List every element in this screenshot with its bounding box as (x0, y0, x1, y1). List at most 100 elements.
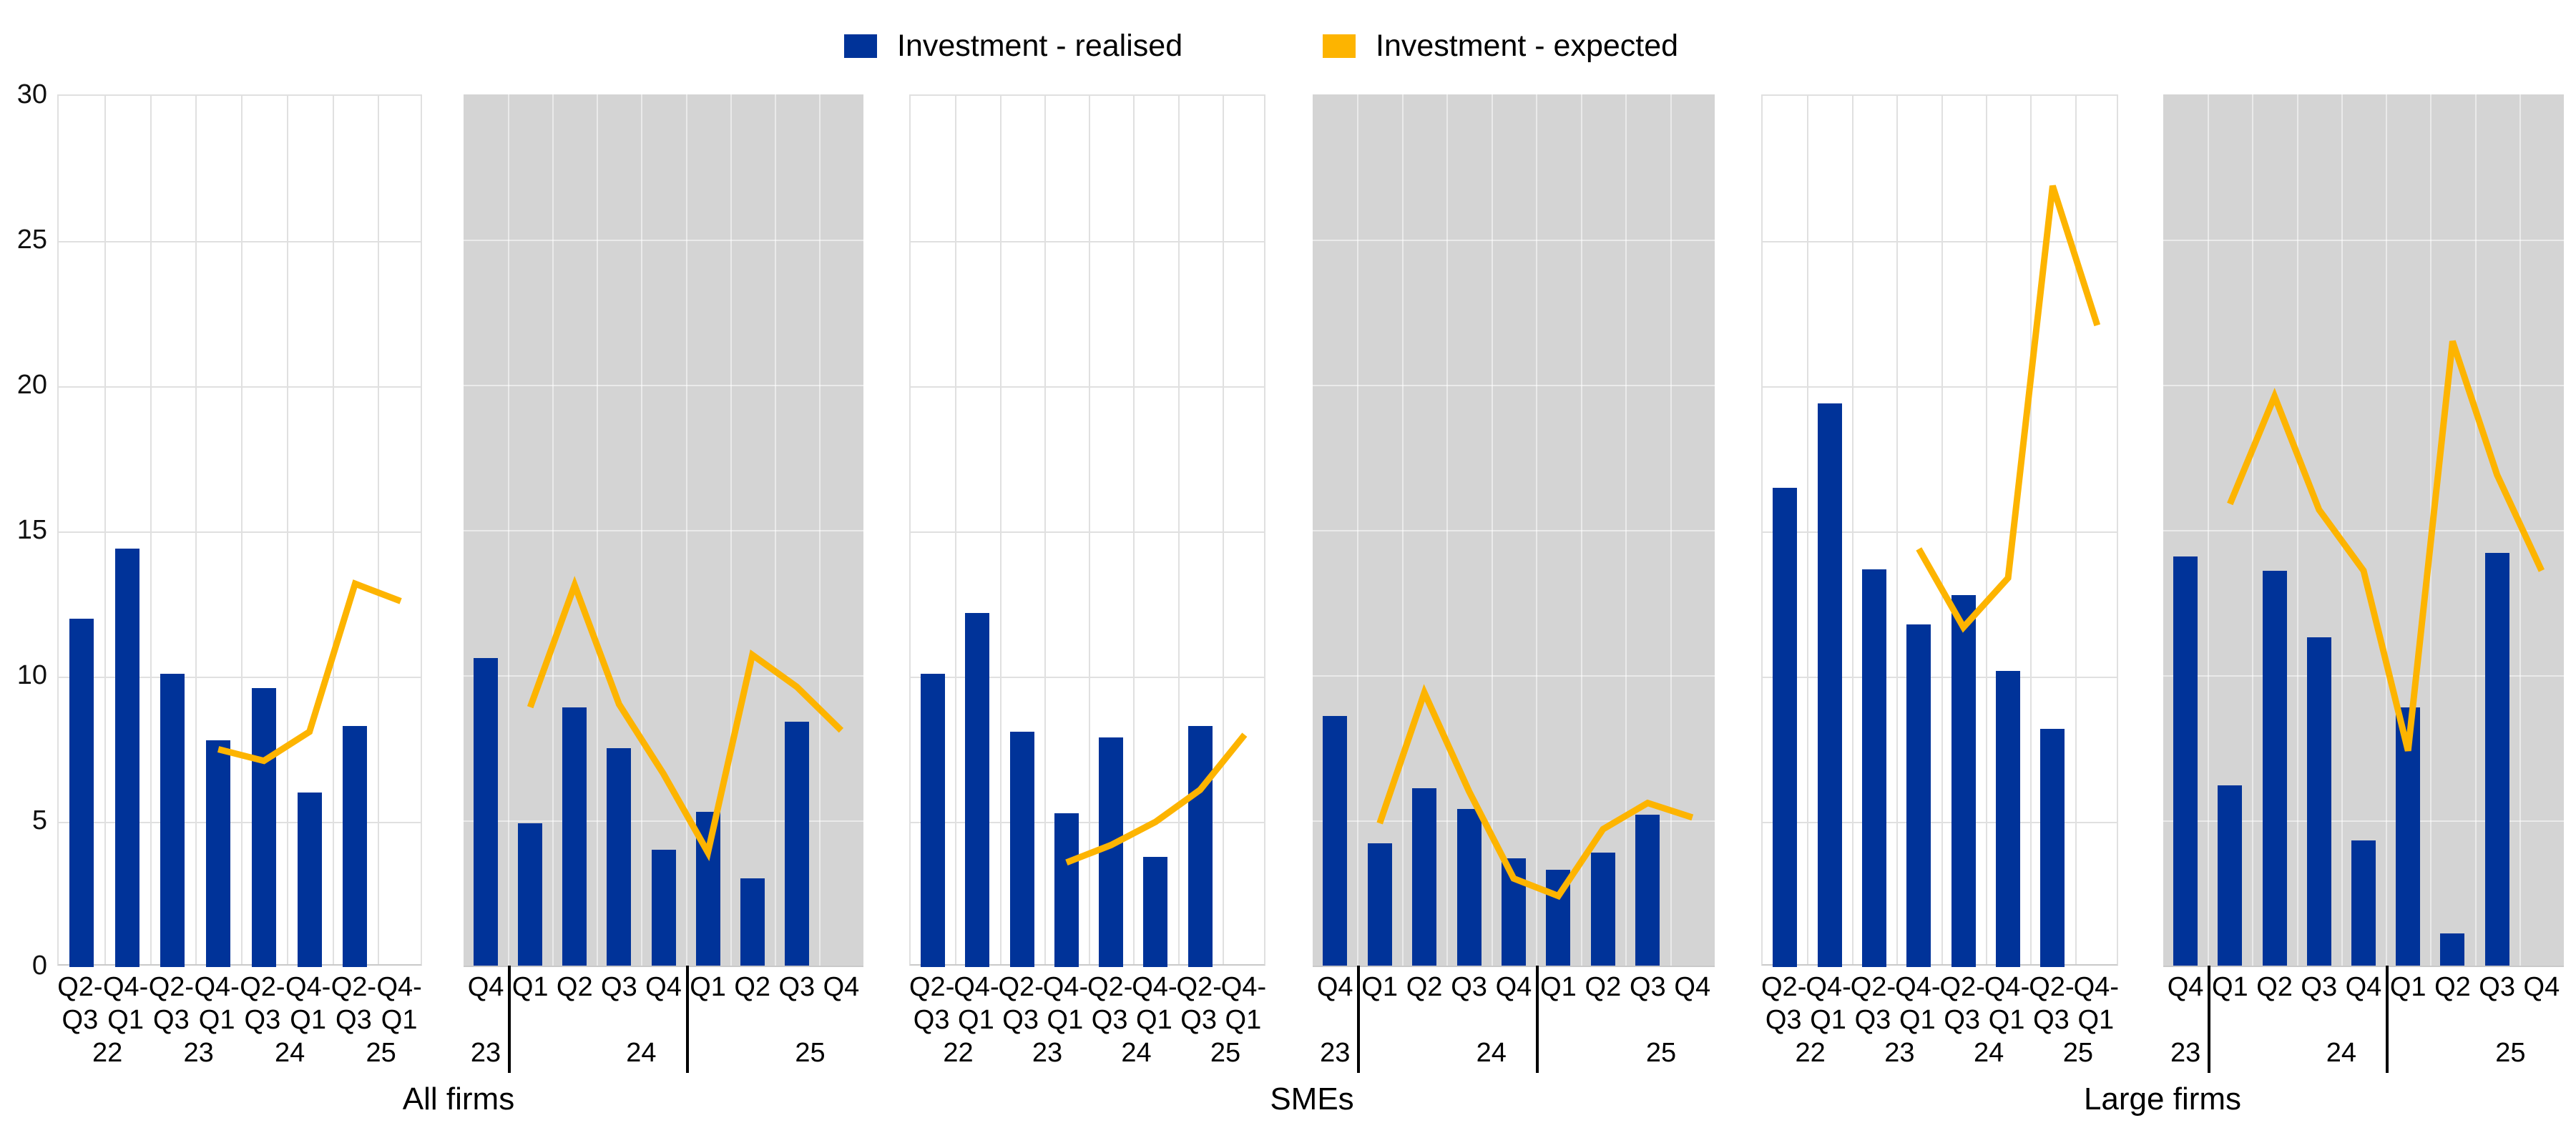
panel-all-firms-quarterly (464, 94, 863, 967)
gridline-h-10 (1763, 677, 2117, 678)
gridline-v (2386, 94, 2387, 966)
legend-label-expected: Investment - expected (1376, 28, 1679, 63)
x-tick-label: Q1 (511, 972, 549, 1002)
gridline-v (195, 96, 197, 964)
x-tick-label: Q4- (1220, 972, 1267, 1002)
gridline-h-15 (1763, 531, 2117, 533)
x-tick-label-line2: Q1 (1810, 1005, 1846, 1035)
bar-realised-large-firms-semiannual-0 (1773, 488, 1797, 967)
gridline-h-20 (2163, 385, 2564, 386)
x-year-label-24: 24 (1121, 1038, 1152, 1068)
x-tick-label: Q1 (690, 972, 726, 1002)
gridline-v (508, 94, 509, 966)
x-tick-label: Q1 (1540, 972, 1577, 1002)
x-tick-label: Q4 (2523, 972, 2560, 1002)
gridline-v (378, 96, 379, 964)
gridline-v (1223, 96, 1224, 964)
legend-item-expected: Investment - expected (1323, 27, 1678, 64)
bar-realised-smes-semiannual-6 (1188, 726, 1213, 967)
y-tick-label-0: 0 (31, 951, 47, 981)
x-tick-label: Q4 (2345, 972, 2382, 1002)
gridline-v (1446, 94, 1448, 966)
gridline-h-25 (1313, 240, 1715, 241)
x-tick-label: Q2- (1761, 972, 1807, 1002)
x-year-label-25: 25 (2062, 1038, 2093, 1068)
x-year-label-22: 22 (92, 1038, 123, 1068)
x-tick-label-line2: Q3 (244, 1005, 281, 1035)
bar-realised-smes-quarterly-3 (1457, 808, 1482, 966)
bar-realised-smes-semiannual-2 (1010, 732, 1034, 967)
gridline-v (1986, 96, 1987, 964)
bar-realised-smes-quarterly-6 (1591, 852, 1615, 966)
x-tick-label: Q2- (1087, 972, 1133, 1002)
year-separator (1357, 966, 1360, 1073)
gridline-v (955, 96, 956, 964)
expected-swatch-icon (1323, 34, 1356, 58)
x-tick-label-line2: Q3 (62, 1005, 99, 1035)
x-year-label-25: 25 (1210, 1038, 1241, 1068)
x-tick-label: Q2 (1406, 972, 1443, 1002)
gridline-h-5 (59, 822, 421, 823)
x-tick-label-line2: Q3 (1765, 1005, 1802, 1035)
gridline-h-25 (2163, 240, 2564, 241)
x-tick-label-line2: Q3 (336, 1005, 372, 1035)
bar-realised-all-firms-semiannual-4 (252, 688, 276, 967)
bar-realised-large-firms-semiannual-3 (1906, 624, 1931, 967)
x-tick-label-line2: Q1 (381, 1005, 418, 1035)
x-year-label-22: 22 (1795, 1038, 1826, 1068)
x-tick-label: Q3 (1451, 972, 1487, 1002)
x-tick-label: Q4 (467, 972, 504, 1002)
group-label-smes: SMEs (1270, 1081, 1354, 1117)
bar-realised-large-firms-semiannual-5 (1996, 670, 2020, 967)
panel-large-firms-semiannual (1761, 94, 2118, 967)
gridline-v (552, 94, 554, 966)
x-tick-label-line2: Q3 (1180, 1005, 1217, 1035)
line-expected-all-firms-quarterly (527, 576, 844, 862)
gridline-v (1896, 96, 1898, 964)
bar-realised-smes-semiannual-3 (1054, 813, 1079, 967)
legend-label-realised: Investment - realised (897, 28, 1183, 63)
gridline-v (1089, 96, 1090, 964)
x-tick-label: Q2 (1585, 972, 1622, 1002)
bar-realised-large-firms-semiannual-6 (2040, 729, 2065, 967)
gridline-h-5 (911, 822, 1264, 823)
x-tick-label: Q4- (954, 972, 999, 1002)
x-year-label-25: 25 (795, 1038, 826, 1068)
gridline-v (287, 96, 288, 964)
bar-realised-large-firms-quarterly-2 (2263, 570, 2287, 966)
gridline-h-20 (59, 386, 421, 388)
x-year-label-24: 24 (626, 1038, 657, 1068)
x-year-label-23: 23 (1320, 1038, 1351, 1068)
gridline-h-15 (911, 531, 1264, 533)
gridline-v (150, 96, 152, 964)
bar-realised-large-firms-quarterly-7 (2485, 553, 2509, 966)
bar-realised-all-firms-semiannual-2 (160, 673, 185, 967)
gridline-h-20 (464, 385, 863, 386)
gridline-v (1133, 96, 1135, 964)
gridline-h-10 (2163, 675, 2564, 677)
panel-smes-quarterly (1313, 94, 1715, 967)
realised-swatch-icon (844, 34, 877, 58)
x-year-label-23: 23 (2170, 1038, 2201, 1068)
x-tick-label-line2: Q1 (198, 1005, 235, 1035)
x-tick-label: Q3 (1629, 972, 1666, 1002)
bar-realised-all-firms-semiannual-3 (206, 740, 230, 967)
bar-realised-large-firms-semiannual-4 (1951, 595, 1976, 967)
gridline-v (104, 96, 106, 964)
x-tick-label: Q3 (601, 972, 637, 1002)
gridline-h-5 (1763, 822, 2117, 823)
x-tick-label: Q4- (2073, 972, 2119, 1002)
x-tick-label: Q1 (2211, 972, 2248, 1002)
gridline-v (641, 94, 642, 966)
x-tick-label-line2: Q3 (1002, 1005, 1039, 1035)
bar-realised-all-firms-quarterly-2 (562, 707, 587, 966)
x-tick-label: Q4- (194, 972, 240, 1002)
y-tick-label-5: 5 (31, 805, 47, 835)
gridline-v (1357, 94, 1358, 966)
x-tick-label: Q2- (998, 972, 1044, 1002)
gridline-h-10 (464, 675, 863, 677)
x-tick-label: Q2- (148, 972, 195, 1002)
x-tick-label: Q3 (2301, 972, 2338, 1002)
gridline-h-10 (1313, 675, 1715, 677)
y-tick-label-20: 20 (16, 370, 47, 400)
